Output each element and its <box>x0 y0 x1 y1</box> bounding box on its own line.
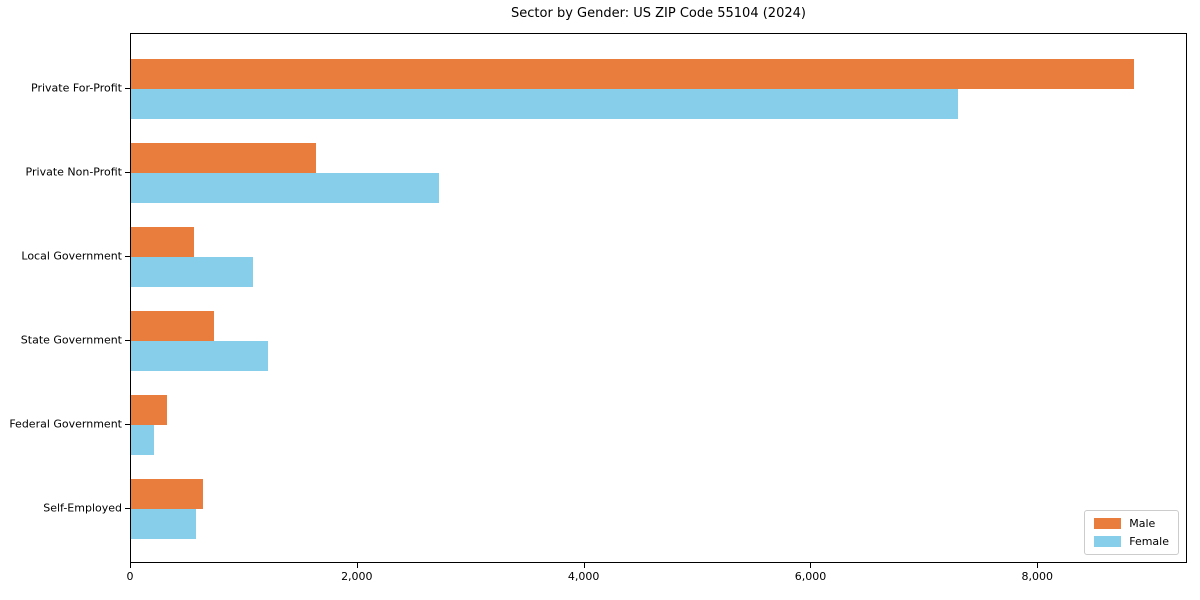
bar-male-3 <box>131 311 214 341</box>
x-tick-mark <box>810 563 812 568</box>
y-tick-mark <box>125 424 130 425</box>
bar-male-5 <box>131 479 204 509</box>
bar-female-0 <box>131 89 959 119</box>
bar-female-2 <box>131 257 254 287</box>
bar-female-4 <box>131 425 154 455</box>
x-tick-mark <box>583 563 585 568</box>
legend: Male Female <box>1084 510 1179 555</box>
y-tick-label: Federal Government <box>9 417 122 431</box>
bar-male-0 <box>131 59 1134 89</box>
y-tick-mark <box>125 256 130 257</box>
x-tick-mark <box>356 563 358 568</box>
bar-male-1 <box>131 143 316 173</box>
x-tick-label: 0 <box>126 570 134 583</box>
legend-entry-male: Male <box>1094 517 1169 530</box>
chart-title: Sector by Gender: US ZIP Code 55104 (202… <box>511 6 806 21</box>
bar-female-3 <box>131 341 268 371</box>
y-axis: Private For-Profit Private Non-Profit Loca… <box>0 0 122 600</box>
y-tick-mark <box>125 340 130 341</box>
x-tick-label: 6,000 <box>794 570 827 583</box>
y-tick-label: State Government <box>20 333 122 347</box>
y-tick-mark <box>125 172 130 173</box>
legend-label: Female <box>1129 535 1169 548</box>
x-tick-label: 4,000 <box>567 570 600 583</box>
y-tick-mark <box>125 508 130 509</box>
x-tick-mark <box>1037 563 1039 568</box>
bar-female-5 <box>131 509 197 539</box>
x-tick-mark <box>130 563 131 568</box>
legend-entry-female: Female <box>1094 535 1169 548</box>
y-tick-label: Private Non-Profit <box>25 165 122 179</box>
plot-area: Male Female <box>130 33 1187 563</box>
y-tick-label: Self-Employed <box>43 501 122 515</box>
bar-male-2 <box>131 227 195 257</box>
bar-female-1 <box>131 173 439 203</box>
x-tick-label: 8,000 <box>1021 570 1054 583</box>
x-tick-label: 2,000 <box>341 570 373 583</box>
legend-swatch-male <box>1094 518 1122 529</box>
bar-male-4 <box>131 395 168 425</box>
y-tick-label: Local Government <box>21 249 122 263</box>
legend-label: Male <box>1129 517 1156 530</box>
legend-swatch-female <box>1094 536 1122 547</box>
y-tick-label: Private For-Profit <box>31 81 122 95</box>
y-tick-mark <box>125 88 130 89</box>
